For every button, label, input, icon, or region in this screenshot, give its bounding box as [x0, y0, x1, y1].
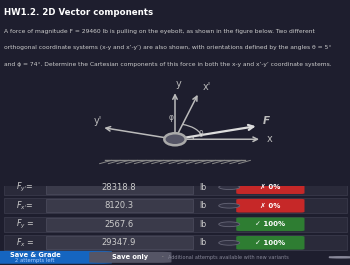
Text: A force of magnitude F = 29460 lb is pulling on the eyebolt, as shown in the fig: A force of magnitude F = 29460 lb is pul…: [4, 29, 315, 34]
Text: orthogonal coordinate systems (x-y and x’-y’) are also shown, with orientations : orthogonal coordinate systems (x-y and x…: [4, 45, 331, 50]
Text: F: F: [262, 116, 270, 126]
Text: ✗ 0%: ✗ 0%: [260, 203, 281, 209]
Text: lb: lb: [199, 183, 206, 192]
FancyBboxPatch shape: [89, 252, 172, 263]
FancyBboxPatch shape: [236, 199, 304, 213]
Text: ✓ 100%: ✓ 100%: [256, 221, 286, 227]
FancyBboxPatch shape: [4, 180, 346, 195]
Text: ✗ 0%: ✗ 0%: [260, 184, 281, 190]
Text: ·: ·: [161, 252, 164, 262]
Text: ✓ 100%: ✓ 100%: [256, 240, 286, 246]
Text: and ϕ = 74°. Determine the Cartesian components of this force in both the x-y an: and ϕ = 74°. Determine the Cartesian com…: [4, 62, 332, 67]
Text: $F_x$ =: $F_x$ =: [16, 237, 34, 249]
Text: Additional attempts available with new variants: Additional attempts available with new v…: [168, 255, 289, 260]
Text: x: x: [267, 134, 272, 144]
Text: θ: θ: [198, 130, 203, 139]
FancyBboxPatch shape: [4, 217, 346, 232]
FancyBboxPatch shape: [46, 218, 192, 231]
Text: y': y': [94, 116, 102, 126]
FancyBboxPatch shape: [4, 198, 346, 213]
Text: 28318.8: 28318.8: [102, 183, 136, 192]
Text: lb: lb: [199, 201, 206, 210]
Text: 8120.3: 8120.3: [104, 201, 134, 210]
Circle shape: [219, 185, 240, 189]
Text: φ: φ: [168, 113, 173, 122]
Circle shape: [219, 222, 240, 227]
FancyBboxPatch shape: [236, 236, 304, 250]
Text: lb: lb: [199, 238, 206, 247]
Circle shape: [219, 203, 240, 208]
Text: HW1.2. 2D Vector components: HW1.2. 2D Vector components: [4, 8, 153, 17]
FancyBboxPatch shape: [46, 181, 192, 193]
Text: $F_{y'}$=: $F_{y'}$=: [16, 181, 33, 194]
FancyBboxPatch shape: [0, 251, 112, 264]
Text: x': x': [203, 82, 211, 92]
Circle shape: [166, 134, 184, 144]
Text: lb: lb: [199, 220, 206, 229]
Text: 29347.9: 29347.9: [102, 238, 136, 247]
FancyBboxPatch shape: [46, 199, 192, 212]
FancyBboxPatch shape: [46, 236, 192, 249]
Circle shape: [329, 257, 350, 258]
FancyBboxPatch shape: [236, 180, 304, 194]
Text: Save & Grade: Save & Grade: [10, 252, 60, 258]
FancyBboxPatch shape: [236, 217, 304, 231]
Text: $F_{x'}$=: $F_{x'}$=: [16, 200, 33, 212]
Text: $F_y$ =: $F_y$ =: [16, 218, 34, 231]
FancyBboxPatch shape: [4, 235, 346, 250]
Circle shape: [219, 240, 240, 245]
Text: y: y: [175, 79, 181, 89]
Text: 2567.6: 2567.6: [104, 220, 134, 229]
Text: 2 attempts left: 2 attempts left: [15, 258, 55, 263]
Text: Save only: Save only: [112, 254, 149, 260]
